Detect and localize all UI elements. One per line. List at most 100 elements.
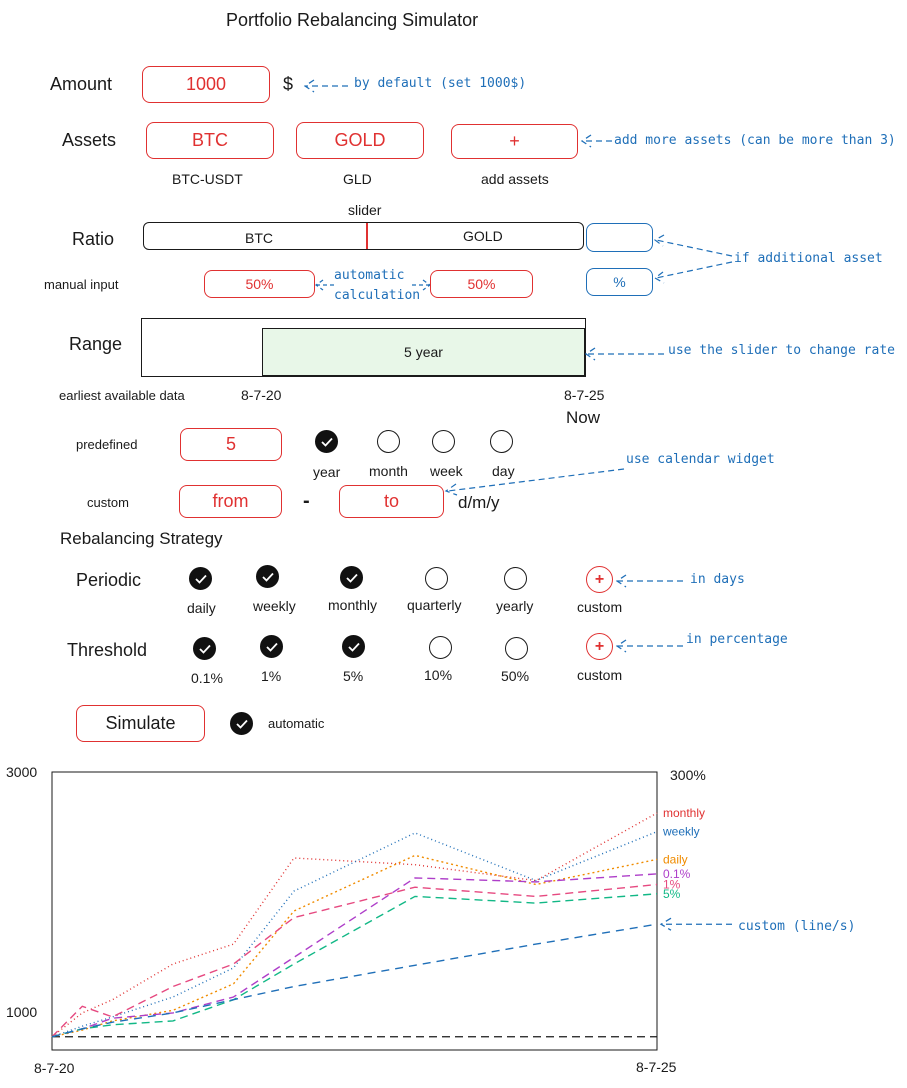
periodic-weekly-radio[interactable] [256, 565, 279, 588]
unit-year-radio[interactable] [315, 430, 338, 453]
threshold-note: in percentage [686, 632, 788, 647]
unit-week-label: week [430, 463, 463, 479]
series-line-1 [51, 883, 658, 1038]
unit-day-radio[interactable] [490, 430, 513, 453]
chart-frame [51, 771, 658, 1051]
periodic-note: in days [690, 572, 745, 587]
asset-gold-caption: GLD [343, 171, 372, 187]
threshold-custom-add-icon[interactable]: + [586, 633, 613, 660]
ratio-slider-handle[interactable] [366, 223, 368, 249]
predefined-label: predefined [76, 437, 138, 452]
range-label: Range [69, 334, 123, 354]
threshold-5-label: 5% [343, 668, 364, 684]
series-line-monthly [51, 812, 658, 1038]
manual-input-label: manual input [44, 277, 119, 292]
add-asset-button[interactable]: + [451, 124, 578, 159]
range-now-label: Now [566, 408, 601, 427]
calendar-note: use calendar widget [626, 452, 775, 467]
amount-label: Amount [50, 74, 113, 94]
extra-asset-note: if additional asset [734, 251, 883, 266]
to-date-input[interactable]: to [339, 485, 444, 518]
custom-range-label: custom [87, 495, 129, 510]
amount-note: by default (set 1000$) [354, 76, 527, 91]
periodic-daily-radio[interactable] [189, 567, 212, 590]
unit-year-label: year [313, 464, 341, 480]
predefined-value-input[interactable]: 5 [180, 428, 282, 461]
ratio-right-asset: GOLD [463, 228, 503, 244]
y-axis-right-top-label: 300% [670, 767, 706, 783]
threshold-50-radio[interactable] [505, 637, 528, 660]
currency-symbol: $ [283, 74, 294, 94]
threshold-10-label: 10% [424, 667, 453, 683]
ratio-left-asset: BTC [245, 230, 273, 246]
ratio-slider[interactable] [143, 222, 584, 250]
date-format-label: d/m/y [458, 493, 500, 512]
series-label-weekly: weekly [662, 825, 700, 839]
threshold-10-radio[interactable] [429, 636, 452, 659]
earliest-data-label: earliest available data [59, 388, 185, 403]
series-label-monthly: monthly [663, 806, 705, 820]
threshold-5-radio[interactable] [342, 635, 365, 658]
right-percent-input[interactable]: 50% [430, 270, 533, 298]
series-line-weekly [51, 830, 658, 1038]
strategy-heading: Rebalancing Strategy [60, 529, 223, 548]
simulate-button[interactable]: Simulate [76, 705, 205, 742]
threshold-0-1-radio[interactable] [193, 637, 216, 660]
periodic-custom-add-icon[interactable]: + [586, 566, 613, 593]
x-axis-start-label: 8-7-20 [34, 1060, 75, 1076]
series-line-01 [51, 873, 658, 1038]
threshold-0-1-label: 0.1% [191, 670, 223, 686]
series-line-daily [51, 854, 658, 1038]
range-start-date: 8-7-20 [241, 387, 282, 403]
threshold-50-label: 50% [501, 668, 530, 684]
unit-month-radio[interactable] [377, 430, 400, 453]
range-end-date: 8-7-25 [564, 387, 605, 403]
range-selected[interactable]: 5 year [262, 328, 585, 376]
y-axis-top-label: 3000 [6, 764, 38, 780]
extra-asset-percent-input[interactable]: % [586, 268, 653, 296]
auto-calc-right-arrow [412, 279, 432, 291]
periodic-monthly-radio[interactable] [340, 566, 363, 589]
custom-lines-note: custom (line/s) [738, 919, 856, 934]
extra-asset-slider-box[interactable] [586, 223, 653, 252]
add-asset-caption: add assets [481, 171, 549, 187]
assets-label: Assets [62, 130, 117, 150]
threshold-note-arrow [615, 639, 683, 653]
periodic-quarterly-radio[interactable] [425, 567, 448, 590]
asset-gold-button[interactable]: GOLD [296, 122, 424, 159]
series-label-5: 5% [663, 887, 681, 901]
periodic-monthly-label: monthly [328, 597, 378, 613]
range-note: use the slider to change rate [668, 343, 895, 358]
series-line-custom [51, 923, 658, 1038]
x-axis-end-label: 8-7-25 [636, 1059, 677, 1075]
periodic-yearly-radio[interactable] [504, 567, 527, 590]
assets-note-arrow [580, 134, 612, 148]
slider-caption: slider [348, 202, 382, 218]
auto-calc-note-1: automatic [334, 268, 405, 283]
asset-btc-button[interactable]: BTC [146, 122, 274, 159]
periodic-yearly-label: yearly [496, 598, 534, 614]
asset-btc-caption: BTC-USDT [172, 171, 243, 187]
amount-input[interactable]: 1000 [142, 66, 270, 103]
from-date-input[interactable]: from [179, 485, 282, 518]
custom-lines-note-arrow [659, 917, 732, 931]
assets-note: add more assets (can be more than 3) [614, 133, 896, 148]
threshold-1-radio[interactable] [260, 635, 283, 658]
date-range-dash: - [303, 490, 310, 512]
range-selected-label: 5 year [404, 344, 443, 360]
series-label-1: 1% [663, 878, 681, 892]
unit-day-label: day [492, 463, 515, 479]
amount-note-arrow [303, 79, 348, 93]
unit-week-radio[interactable] [432, 430, 455, 453]
periodic-weekly-label: weekly [253, 598, 296, 614]
threshold-label: Threshold [67, 640, 148, 660]
series-label-daily: daily [663, 852, 688, 866]
auto-calc-note-2: calculation [334, 288, 421, 303]
left-percent-input[interactable]: 50% [204, 270, 315, 298]
automatic-label: automatic [268, 716, 325, 731]
periodic-label: Periodic [76, 570, 142, 590]
automatic-checkbox[interactable] [230, 712, 253, 735]
threshold-1-label: 1% [261, 668, 282, 684]
periodic-quarterly-label: quarterly [407, 597, 462, 613]
